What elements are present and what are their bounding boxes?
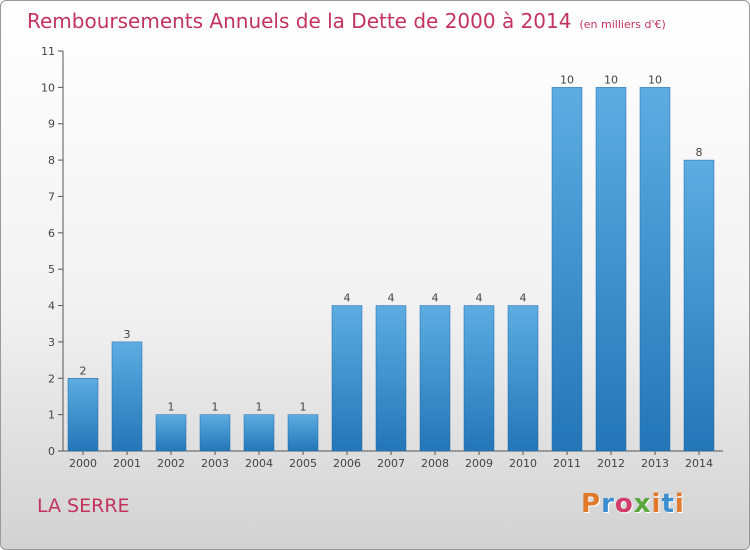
y-tick-label: 0 xyxy=(48,445,55,458)
y-tick-label: 2 xyxy=(48,372,55,385)
bar-value-label: 4 xyxy=(520,292,527,305)
bar-value-label: 10 xyxy=(560,73,574,86)
proxiti-logo: Proxiti xyxy=(581,489,685,519)
y-tick-label: 5 xyxy=(48,263,55,276)
bar-value-label: 3 xyxy=(124,328,131,341)
logo-letter: t xyxy=(661,489,675,519)
x-tick-label: 2006 xyxy=(333,457,361,470)
x-tick-label: 2001 xyxy=(113,457,141,470)
y-axis: 0 1 2 3 4 5 6 7 8 9 10 11 xyxy=(41,45,64,458)
bar xyxy=(507,305,539,452)
bar xyxy=(199,414,231,452)
x-tick-label: 2010 xyxy=(509,457,537,470)
x-tick-label: 2004 xyxy=(245,457,273,470)
logo-letter: r xyxy=(601,489,615,519)
bar xyxy=(287,414,319,452)
bar-value-label: 1 xyxy=(168,401,175,414)
y-tick-label: 7 xyxy=(48,190,55,203)
chart-title-block: Remboursements Annuels de la Dette de 20… xyxy=(27,9,666,33)
bar-value-label: 4 xyxy=(344,292,351,305)
y-tick-label: 9 xyxy=(48,118,55,131)
bar xyxy=(67,378,99,452)
y-tick-label: 4 xyxy=(48,300,55,313)
bar-value-label: 10 xyxy=(648,73,662,86)
logo-letter: x xyxy=(633,489,652,519)
x-tick-label: 2011 xyxy=(553,457,581,470)
x-tick-label: 2013 xyxy=(641,457,669,470)
y-tick-label: 6 xyxy=(48,227,55,240)
y-tick-label: 10 xyxy=(41,81,55,94)
x-axis: 2000 2001 2002 2003 2004 2005 2006 2007 2008 2009… xyxy=(63,450,723,470)
x-tick-label: 2012 xyxy=(597,457,625,470)
bar xyxy=(419,305,451,452)
bar-value-label: 8 xyxy=(696,146,703,159)
x-tick-label: 2014 xyxy=(685,457,713,470)
logo-letter: i xyxy=(674,489,685,519)
x-tick-label: 2003 xyxy=(201,457,229,470)
bar-value-label: 4 xyxy=(476,292,483,305)
logo-letter: P xyxy=(581,489,602,519)
x-tick-label: 2008 xyxy=(421,457,449,470)
bar xyxy=(639,87,671,452)
x-tick-label: 2000 xyxy=(69,457,97,470)
bar-value-label: 10 xyxy=(604,73,618,86)
logo-letter: i xyxy=(651,489,662,519)
bar-value-label: 1 xyxy=(300,401,307,414)
bar xyxy=(683,159,715,452)
bar xyxy=(463,305,495,452)
chart-subtitle: (en milliers d'€) xyxy=(579,18,666,31)
y-tick-label: 3 xyxy=(48,336,55,349)
y-tick-label: 8 xyxy=(48,154,55,167)
bar xyxy=(551,87,583,452)
bar-value-label: 4 xyxy=(388,292,395,305)
bar-value-label: 1 xyxy=(212,401,219,414)
bars: 2 3 1 1 1 1 4 4 4 4 4 10 10 10 8 xyxy=(67,73,715,452)
bar xyxy=(111,341,143,452)
y-tick-label: 1 xyxy=(48,409,55,422)
commune-name: LA SERRE xyxy=(37,495,130,517)
bar xyxy=(595,87,627,452)
bar-value-label: 2 xyxy=(80,364,87,377)
x-tick-label: 2007 xyxy=(377,457,405,470)
logo-letter: o xyxy=(614,489,634,519)
chart-title: Remboursements Annuels de la Dette de 20… xyxy=(27,9,572,33)
bar xyxy=(375,305,407,452)
bar-value-label: 4 xyxy=(432,292,439,305)
bar xyxy=(243,414,275,452)
bar-value-label: 1 xyxy=(256,401,263,414)
x-tick-label: 2009 xyxy=(465,457,493,470)
x-tick-label: 2005 xyxy=(289,457,317,470)
bar xyxy=(331,305,363,452)
x-tick-label: 2002 xyxy=(157,457,185,470)
bar xyxy=(155,414,187,452)
y-tick-label: 11 xyxy=(41,45,55,58)
